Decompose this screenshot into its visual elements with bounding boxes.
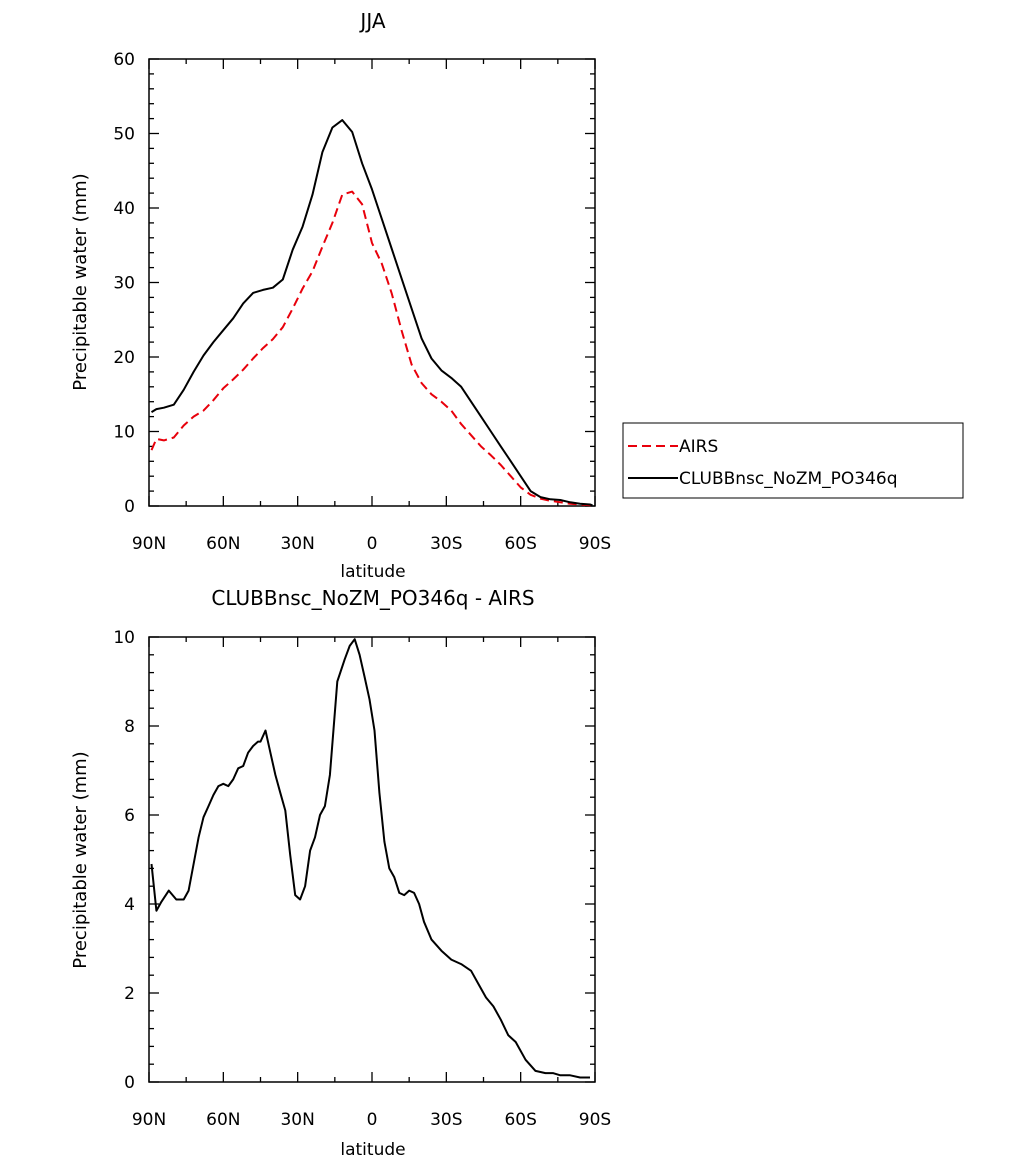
- chart-title: JJA: [358, 9, 385, 33]
- x-tick-label: 90S: [579, 1110, 611, 1130]
- y-tick-label: 4: [124, 895, 135, 915]
- series-line-airs: [150, 190, 593, 507]
- series-layer: [150, 119, 593, 507]
- y-tick-label: 2: [124, 984, 135, 1004]
- chart-title: CLUBBnsc_NoZM_PO346q - AIRS: [211, 586, 534, 610]
- y-tick-label: 0: [124, 497, 135, 517]
- series-line-clubbnsc_nozm_po346q: [150, 119, 593, 507]
- y-axis-label: Precipitable water (mm): [70, 173, 91, 390]
- x-tick-label: 60N: [206, 534, 240, 554]
- tick-group: 90N 60N 30N 0 30S 60S 90S 0 2 4 6 8 10: [113, 628, 611, 1130]
- series-layer: [150, 638, 590, 1079]
- plot-frame: [148, 58, 596, 507]
- x-tick-label: 30S: [430, 534, 462, 554]
- y-tick-label: 60: [113, 50, 135, 70]
- x-tick-label: 30S: [430, 1110, 462, 1130]
- x-tick-label: 90S: [579, 534, 611, 554]
- legend-label-airs: AIRS: [679, 437, 718, 457]
- y-tick-label: 50: [113, 125, 135, 145]
- jja-chart: JJA latitude Precipitable water (mm) 90N…: [70, 9, 611, 582]
- legend-label-model: CLUBBnsc_NoZM_PO346q: [679, 469, 898, 489]
- x-axis-label: latitude: [340, 1140, 405, 1160]
- y-tick-label: 8: [124, 717, 135, 737]
- y-tick-label: 6: [124, 806, 135, 826]
- x-tick-label: 30N: [280, 534, 314, 554]
- x-tick-label: 60S: [504, 534, 536, 554]
- y-tick-label: 40: [113, 199, 135, 219]
- plot-frame: [148, 636, 596, 1083]
- tick-group: 90N 60N 30N 0 30S 60S 90S 0 10 20 30 40 50 60: [113, 50, 611, 554]
- x-tick-label: 0: [367, 1110, 378, 1130]
- x-tick-label: 90N: [132, 1110, 166, 1130]
- legend: AIRS CLUBBnsc_NoZM_PO346q: [622, 422, 964, 499]
- y-tick-label: 10: [113, 628, 135, 648]
- legend-box: [622, 422, 964, 499]
- y-tick-label: 20: [113, 348, 135, 368]
- y-tick-label: 0: [124, 1073, 135, 1093]
- x-tick-label: 0: [367, 534, 378, 554]
- y-tick-label: 10: [113, 423, 135, 443]
- x-tick-label: 30N: [280, 1110, 314, 1130]
- x-tick-label: 90N: [132, 534, 166, 554]
- difference-chart: CLUBBnsc_NoZM_PO346q - AIRS latitude Pre…: [70, 586, 611, 1160]
- y-tick-label: 30: [113, 274, 135, 294]
- series-line-difference: [150, 638, 590, 1079]
- x-tick-label: 60N: [206, 1110, 240, 1130]
- x-axis-label: latitude: [340, 562, 405, 582]
- y-axis-label: Precipitable water (mm): [70, 751, 91, 968]
- x-tick-label: 60S: [504, 1110, 536, 1130]
